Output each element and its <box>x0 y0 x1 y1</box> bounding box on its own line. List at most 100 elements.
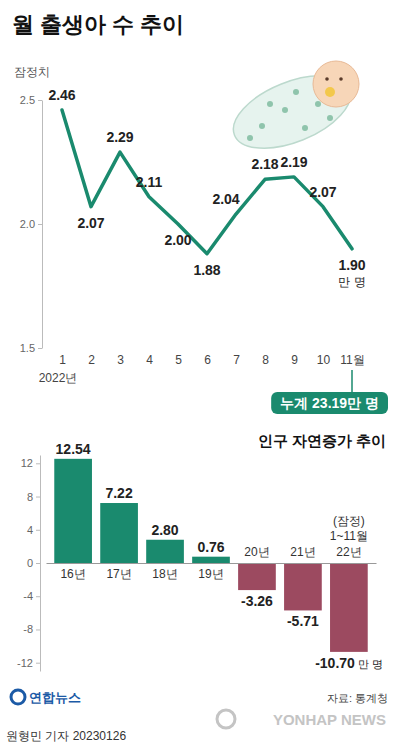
data-label: 2.04 <box>212 191 239 207</box>
y-tick: 8 <box>27 491 40 503</box>
x-tick: 2 <box>88 353 95 367</box>
y-axis: -12 -8 -4 0 4 8 12 <box>17 456 40 672</box>
blanket <box>223 61 360 163</box>
logo: 연합뉴스 <box>11 690 81 705</box>
data-label: 2.29 <box>106 129 133 145</box>
logo-mark <box>11 690 25 704</box>
bar <box>54 459 92 563</box>
x-tick: 21년 <box>290 545 315 559</box>
data-label: 2.19 <box>280 154 307 170</box>
y-tick-mark <box>36 463 40 464</box>
eye <box>325 77 329 81</box>
data-label: -10.70 <box>315 655 355 671</box>
y-tick-label: -4 <box>23 590 33 602</box>
x-tick-label: 11월 <box>340 353 364 367</box>
plot-area <box>54 459 367 652</box>
x-tick-label: 21년 <box>290 545 315 559</box>
bar <box>146 540 184 563</box>
y-tick-label: -8 <box>23 623 33 635</box>
blanket-dot <box>302 125 308 131</box>
blanket-dot <box>247 135 253 141</box>
unit-label: 만 명 <box>338 275 365 289</box>
unit-label: 만 명 <box>358 658 383 670</box>
x-tick-label: 22년 <box>336 545 361 559</box>
data-label: 12.54 <box>56 441 91 457</box>
y-tick-mark <box>36 629 40 630</box>
annotation-badge: 누계 23.19만 명 <box>271 370 388 414</box>
x-tick-label: 1 <box>59 353 66 367</box>
infographic: 월 출생아 수 추이잠정치1.52.02.51234567891011월2022… <box>0 0 395 750</box>
plot-area <box>62 110 352 254</box>
data-label: 2.80 <box>151 522 178 538</box>
title: 월 출생아 수 추이 <box>12 12 184 37</box>
bar <box>100 503 138 563</box>
x-tick-label: 17년 <box>106 567 131 581</box>
data-label: 2.46 <box>48 87 75 103</box>
y-tick-label: 4 <box>27 524 33 536</box>
x-axis: 1 2 3 4 5 6 7 8 9 10 11월 <box>59 353 365 367</box>
blanket-dot <box>282 107 288 113</box>
y-axis-line <box>40 456 41 672</box>
bar <box>192 557 230 563</box>
y-tick: 4 <box>27 524 40 536</box>
x-tick-label: 19년 <box>198 567 223 581</box>
data-label: 2.00 <box>164 232 191 248</box>
blanket-dot <box>315 101 321 107</box>
x-tick: 18년 <box>152 567 177 581</box>
y-tick: -8 <box>23 623 40 635</box>
x-tick: 11월 <box>340 353 364 367</box>
x-tick: 17년 <box>106 567 131 581</box>
y-tick-mark <box>38 348 42 349</box>
y-tick: -12 <box>17 657 40 669</box>
zero-line <box>47 563 377 564</box>
y-axis-line <box>42 101 43 349</box>
x-tick-label: 5 <box>175 353 182 367</box>
x-tick-label: 2 <box>88 353 95 367</box>
y-tick: 2.0 <box>20 218 42 230</box>
y-tick-mark <box>36 530 40 531</box>
x-label: 2022년 <box>39 371 78 385</box>
x-tick: 8 <box>262 353 269 367</box>
bar <box>284 563 322 610</box>
x-tick-label: 6 <box>204 353 211 367</box>
y-tick: -4 <box>23 590 40 602</box>
x-tick: 4 <box>146 353 153 367</box>
data-label: 2.18 <box>251 156 278 172</box>
y-tick-label: 2.5 <box>20 94 35 106</box>
blanket-dot <box>293 89 299 95</box>
x-tick-label: 7 <box>233 353 240 367</box>
x-tick-label: 10 <box>317 353 331 367</box>
y-tick-label: 12 <box>21 457 33 469</box>
line <box>62 110 352 254</box>
source: 자료: 통계청 <box>327 692 388 704</box>
y-tick-label: -12 <box>17 657 33 669</box>
pacifier <box>325 87 335 97</box>
data-label: -3.26 <box>241 593 273 609</box>
watermark: YONHAP NEWS <box>217 710 386 728</box>
x-tick: 10 <box>317 353 331 367</box>
y-tick-mark <box>36 663 40 664</box>
subtitle: 잠정치 <box>14 65 50 79</box>
illustration <box>223 61 360 163</box>
x-tick: 9 <box>291 353 298 367</box>
y-tick-mark <box>38 100 42 101</box>
x-tick-label: 3 <box>117 353 124 367</box>
x-tick-label: 16년 <box>60 567 85 581</box>
blanket-dot <box>259 123 265 129</box>
x-tick: 6 <box>204 353 211 367</box>
y-tick-mark <box>36 563 40 564</box>
data-labels: 12.547.222.800.76-3.26-5.71-10.70만 명 <box>56 441 383 671</box>
data-label: 1.88 <box>193 262 220 278</box>
watermark-mark <box>217 710 235 728</box>
y-tick: 0 <box>27 557 40 569</box>
x-tick-label: 4 <box>146 353 153 367</box>
y-tick-label: 2.0 <box>20 218 35 230</box>
y-tick: 12 <box>21 457 40 469</box>
x-tick: 5 <box>175 353 182 367</box>
x-tick: 1 <box>59 353 66 367</box>
background <box>0 0 395 750</box>
x-tick: 7 <box>233 353 240 367</box>
x-tick: 22년 <box>336 545 361 559</box>
data-label: 1.90 <box>338 257 365 273</box>
y-axis: 1.52.02.5 <box>20 94 43 354</box>
